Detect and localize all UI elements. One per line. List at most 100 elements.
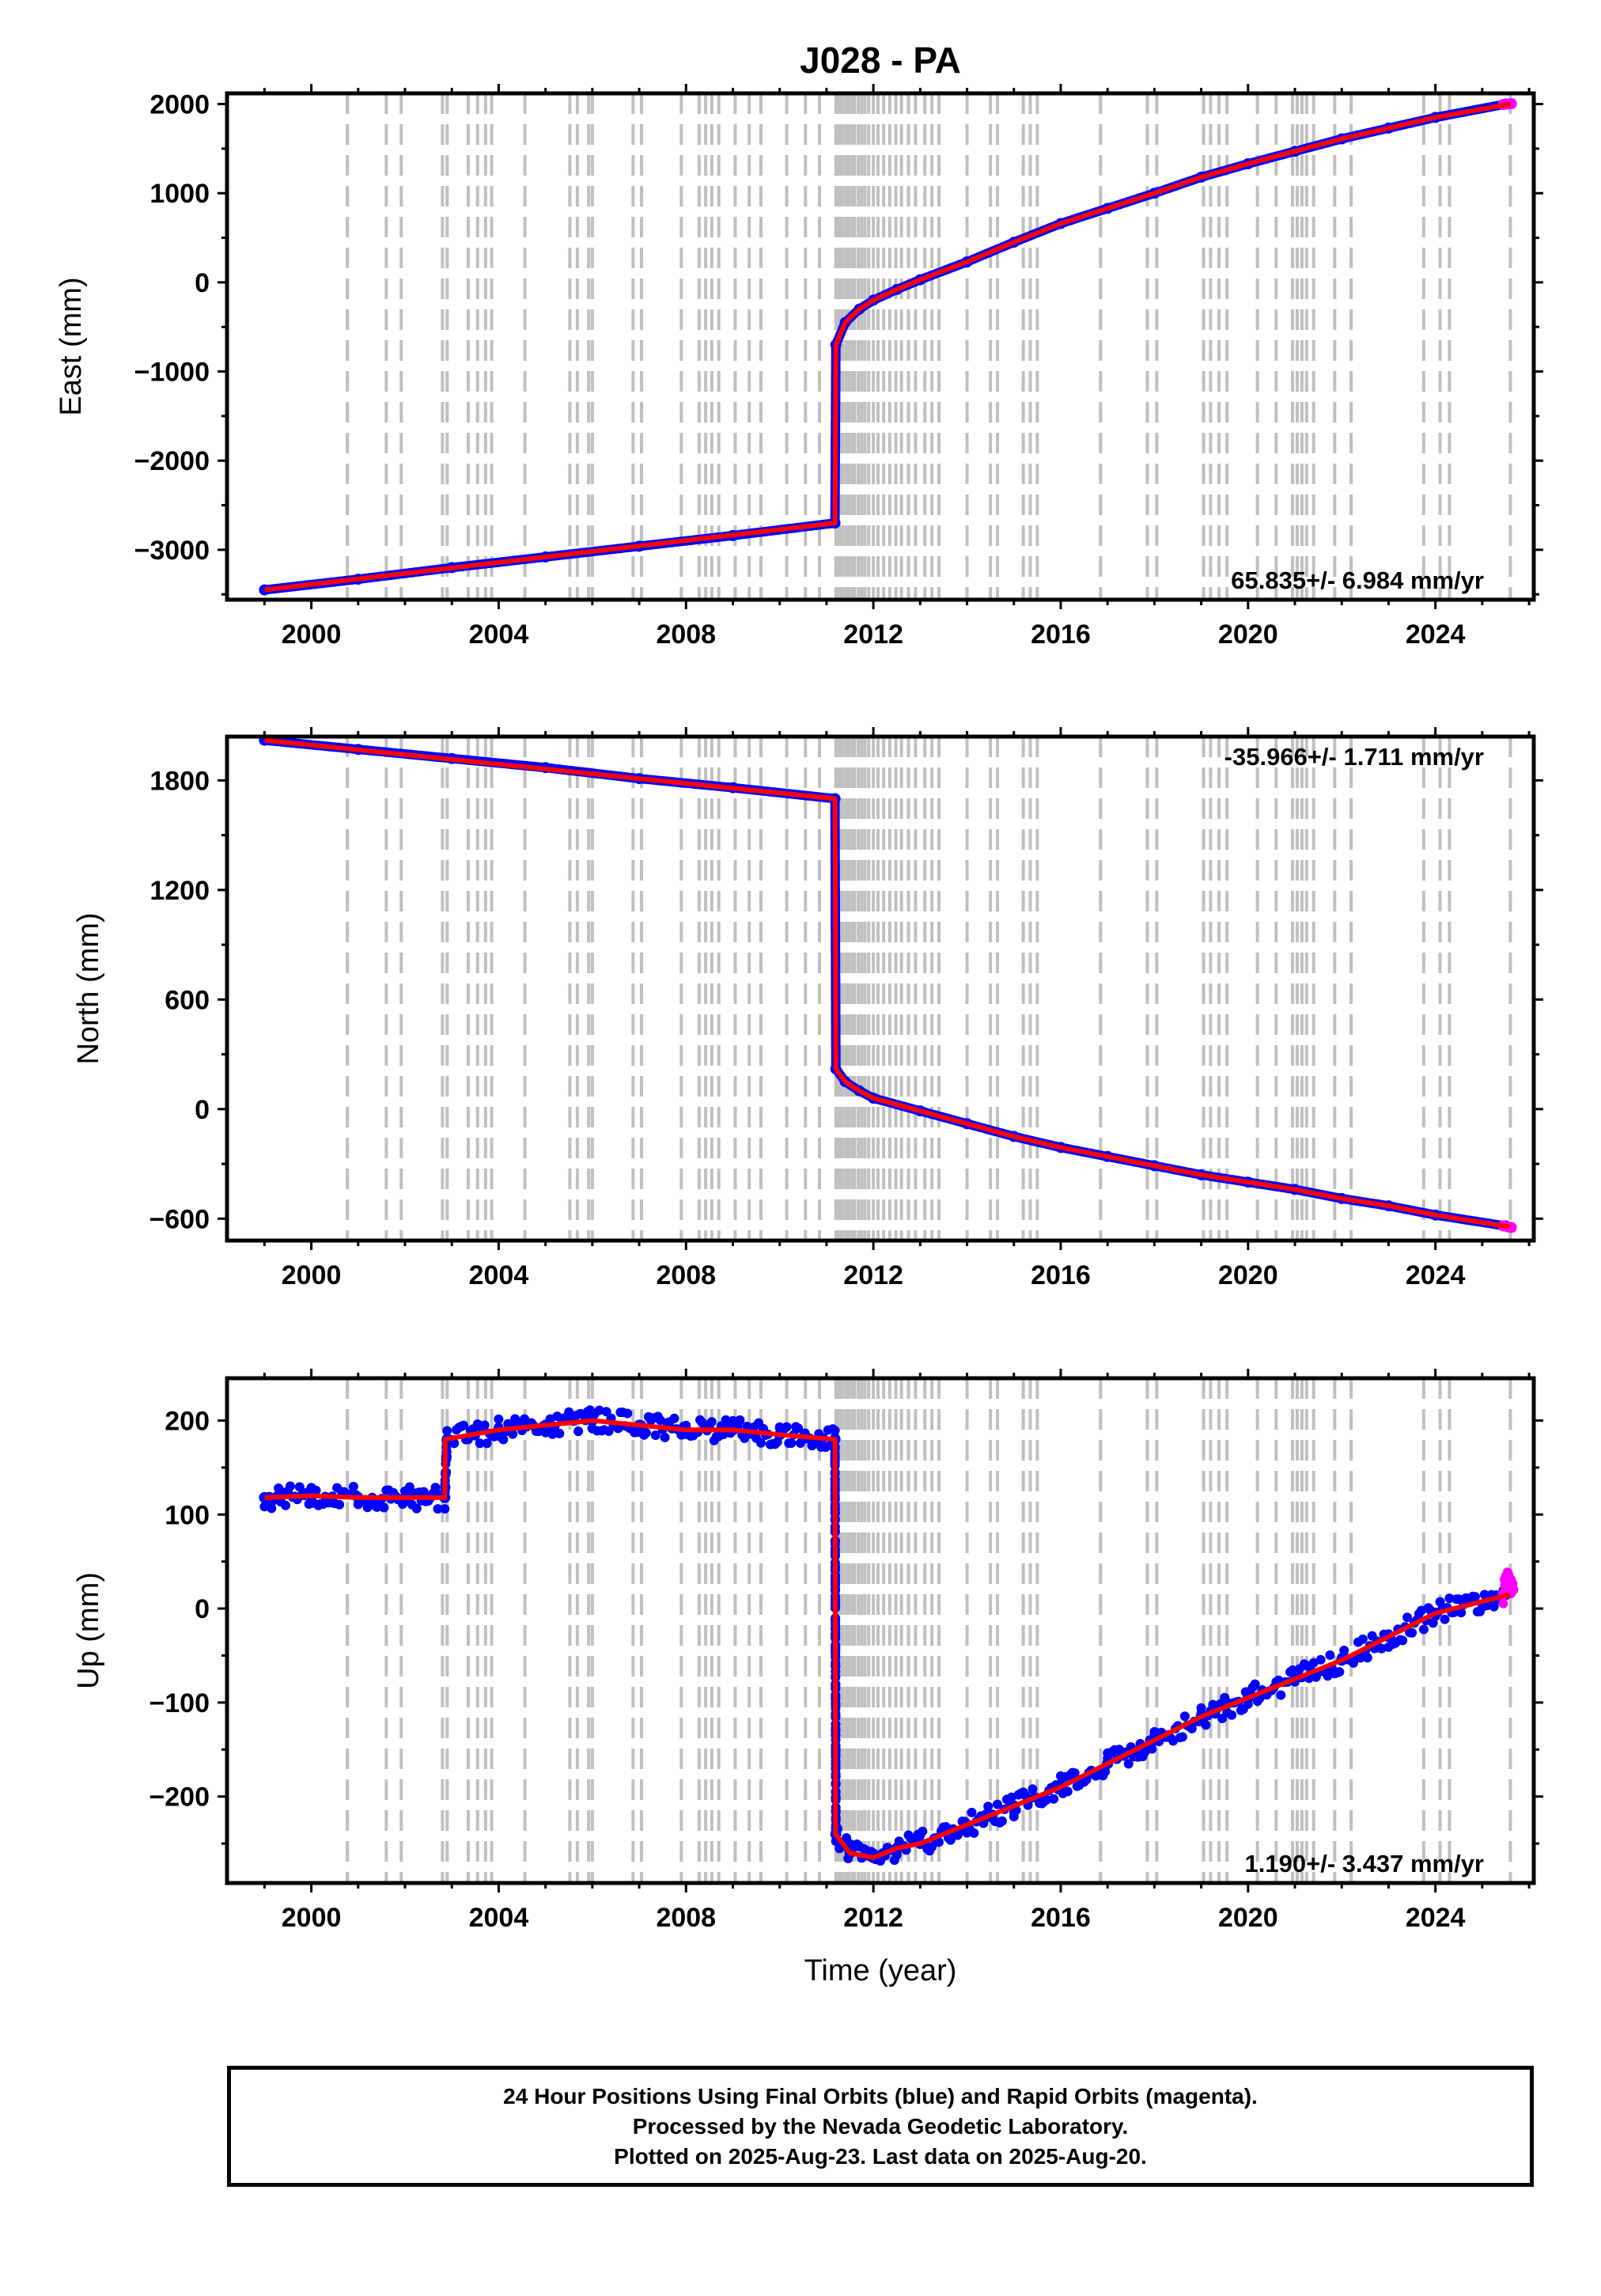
y-tick-label: 2000 <box>150 90 210 120</box>
data-point <box>1042 1794 1052 1805</box>
data-point <box>1398 1635 1408 1646</box>
data-point <box>294 1482 305 1492</box>
data-point <box>1402 1612 1413 1623</box>
x-tick-label: 2024 <box>1406 1903 1466 1933</box>
data-point <box>564 1407 574 1417</box>
y-axis: −200 −100 0 100 200 <box>149 1406 1543 1845</box>
data-point <box>1362 1653 1372 1663</box>
data-point <box>623 1408 633 1419</box>
y-axis: −3000 −2000 −1000 0 1000 2000 <box>134 90 1543 596</box>
data-point <box>267 1503 277 1514</box>
y-tick-label: −2000 <box>134 446 210 476</box>
x-tick-label: 2008 <box>656 619 716 650</box>
data-point <box>1507 1584 1519 1596</box>
data-point <box>660 1432 670 1442</box>
data-point <box>601 1407 611 1417</box>
rate-label: 65.835+/- 6.984 mm/yr <box>1231 566 1484 594</box>
data-point <box>1418 1624 1429 1635</box>
y-tick-label: 100 <box>165 1500 210 1530</box>
data-point <box>706 1417 717 1427</box>
panel-frame <box>225 734 1536 1243</box>
x-tick-label: 2020 <box>1218 619 1278 650</box>
y-tick-label: 200 <box>165 1406 210 1436</box>
data-point <box>594 1405 604 1415</box>
plot-area <box>259 737 1517 1241</box>
data-point <box>945 1835 956 1845</box>
y-tick-label: −100 <box>149 1688 210 1718</box>
data-point <box>433 1504 443 1514</box>
y-tick-label: −1000 <box>134 358 210 388</box>
y-tick-label: 1800 <box>150 766 210 796</box>
data-point <box>411 1503 422 1514</box>
data-point <box>756 1438 766 1448</box>
data-point <box>1123 1759 1134 1769</box>
data-point <box>508 1429 518 1439</box>
x-tick-label: 2020 <box>1218 1903 1278 1933</box>
data-point <box>1357 1634 1368 1644</box>
data-point <box>1440 1614 1450 1624</box>
data-point <box>1470 1592 1480 1602</box>
y-axis-label: Up (mm) <box>72 1572 105 1689</box>
x-tick-label: 2008 <box>656 1260 716 1290</box>
data-point <box>1179 1711 1190 1722</box>
data-point <box>1147 1744 1157 1754</box>
y-tick-label: 0 <box>195 1594 210 1624</box>
model-line <box>264 1418 1512 1860</box>
footer-line-orbits: 24 Hour Positions Using Final Orbits (bl… <box>503 2083 1258 2108</box>
footer-line-plotted: Plotted on 2025-Aug-23. Last data on 202… <box>614 2143 1147 2169</box>
data-point <box>1168 1736 1179 1746</box>
data-point <box>379 1502 389 1513</box>
data-point <box>650 1430 660 1440</box>
panel-frame <box>225 91 1536 602</box>
x-axis: 2000 2004 2008 2012 2016 2020 2024 <box>263 727 1531 1290</box>
data-point <box>967 1807 977 1817</box>
x-tick-label: 2004 <box>469 619 529 650</box>
data-point <box>1100 1767 1111 1777</box>
data-point <box>335 1499 345 1510</box>
data-point <box>782 1422 792 1432</box>
data-point <box>554 1428 565 1438</box>
panel-3: 2000 2004 2008 2012 2016 2020 2024 −200 −100 0 100… <box>72 1369 1543 1987</box>
data-point <box>1498 1598 1508 1608</box>
panel-2: 2000 2004 2008 2012 2016 2020 2024 −600 0 600 1200… <box>72 727 1543 1290</box>
data-point <box>1227 1710 1237 1720</box>
data-point <box>1407 1627 1417 1638</box>
data-point <box>969 1828 979 1838</box>
y-axis-label: East (mm) <box>55 277 88 415</box>
data-point <box>440 1504 450 1514</box>
figure-title: J028 - PA <box>800 40 961 81</box>
x-axis-label: Time (year) <box>804 1954 957 1987</box>
data-point <box>1456 1608 1467 1618</box>
data-point <box>1444 1593 1455 1604</box>
y-tick-label: 1200 <box>150 876 210 906</box>
data-point <box>997 1816 1007 1826</box>
x-tick-label: 2016 <box>1031 619 1091 650</box>
data-point <box>1334 1667 1345 1677</box>
data-point <box>927 1842 937 1852</box>
data-point <box>348 1481 358 1491</box>
data-point <box>669 1413 679 1423</box>
x-tick-label: 2020 <box>1218 1260 1278 1290</box>
data-point <box>1504 1574 1516 1586</box>
y-tick-label: −3000 <box>134 536 210 566</box>
data-point <box>442 1426 452 1436</box>
x-axis: 2000 2004 2008 2012 2016 2020 2024 <box>263 84 1531 650</box>
data-point <box>281 1500 290 1510</box>
y-tick-label: 0 <box>195 268 210 298</box>
rate-label: -35.966+/- 1.711 mm/yr <box>1224 743 1484 771</box>
data-point <box>430 1483 441 1493</box>
x-axis: 2000 2004 2008 2012 2016 2020 2024 <box>263 1369 1531 1933</box>
y-axis: −600 0 600 1200 1800 <box>149 766 1543 1234</box>
data-point <box>547 1429 558 1439</box>
data-point <box>482 1438 492 1449</box>
data-point <box>285 1481 295 1491</box>
x-tick-label: 2012 <box>843 1903 903 1933</box>
plot-area <box>259 93 1517 600</box>
data-point <box>1250 1679 1260 1689</box>
data-point <box>1276 1690 1286 1700</box>
x-tick-label: 2008 <box>656 1903 716 1933</box>
x-tick-label: 2012 <box>843 619 903 650</box>
y-tick-label: 1000 <box>150 179 210 209</box>
data-point <box>459 1420 468 1430</box>
